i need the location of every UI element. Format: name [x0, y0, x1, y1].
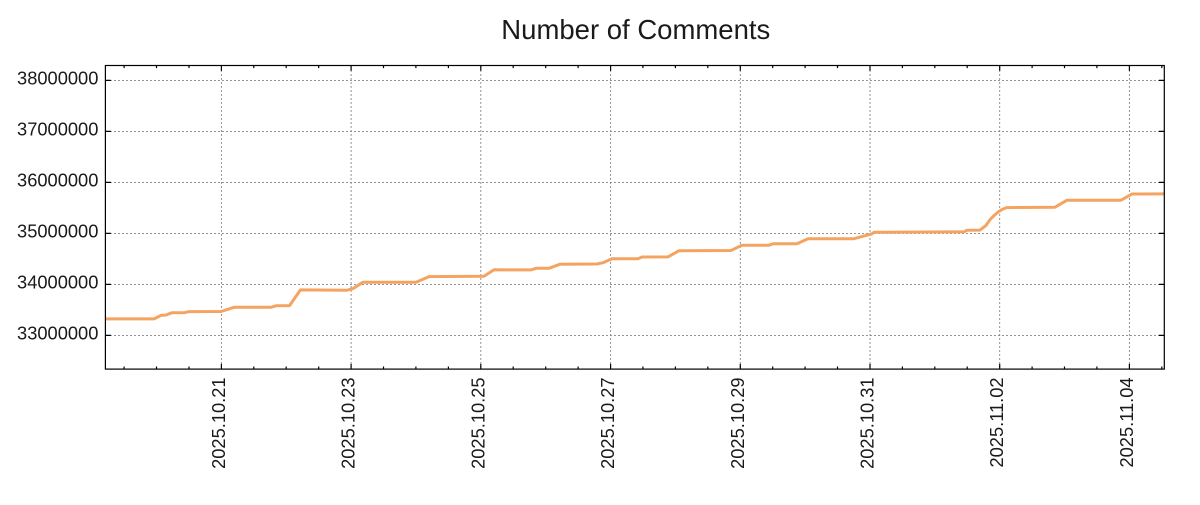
svg-text:37000000: 37000000: [17, 119, 98, 140]
svg-text:38000000: 38000000: [17, 68, 98, 89]
svg-text:2025.10.27: 2025.10.27: [597, 377, 618, 469]
svg-text:2025.10.23: 2025.10.23: [338, 377, 359, 469]
svg-text:Number of Comments: Number of Comments: [501, 14, 770, 45]
svg-text:36000000: 36000000: [17, 170, 98, 191]
svg-text:2025.10.31: 2025.10.31: [857, 377, 878, 469]
svg-text:2025.11.02: 2025.11.02: [986, 377, 1007, 467]
svg-text:2025.10.21: 2025.10.21: [208, 377, 229, 469]
svg-text:34000000: 34000000: [17, 272, 98, 293]
svg-text:2025.11.04: 2025.11.04: [1116, 377, 1137, 467]
svg-text:2025.10.29: 2025.10.29: [727, 377, 748, 469]
svg-text:35000000: 35000000: [17, 221, 98, 242]
svg-text:33000000: 33000000: [17, 323, 98, 344]
svg-text:2025.10.25: 2025.10.25: [467, 377, 488, 469]
